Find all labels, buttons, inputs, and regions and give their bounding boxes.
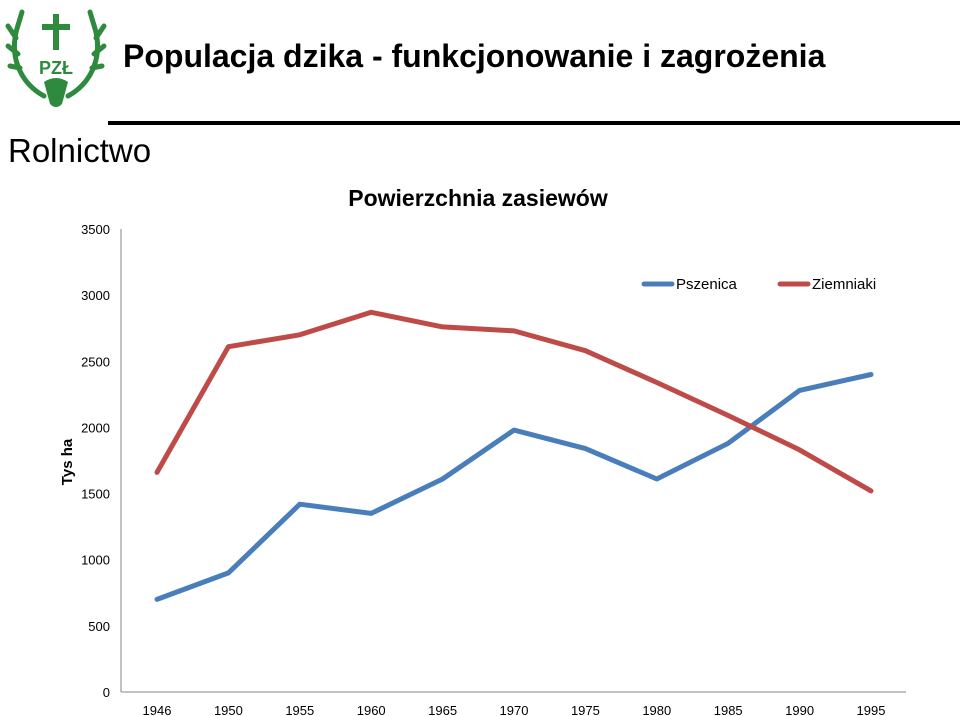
section-label: Rolnictwo [8,132,152,169]
x-tick-label: 1950 [214,703,243,716]
legend-label-ziemniaki: Ziemniaki [812,276,876,293]
y-tick-label: 0 [103,685,110,700]
y-tick-label: 3000 [81,288,110,303]
y-tick-label: 500 [88,619,110,634]
x-tick-label: 1985 [714,703,743,716]
x-tick-label: 1970 [500,703,529,716]
legend-label-pszenica: Pszenica [676,276,738,293]
pzl-logo: PZŁ [5,9,107,107]
x-tick-label: 1960 [357,703,386,716]
x-tick-label: 1990 [785,703,814,716]
series-line-pszenica [154,372,874,602]
page-title: Populacja dzika - funkcjonowanie i zagro… [123,38,826,74]
x-tick-label: 1955 [285,703,314,716]
x-tick-label: 1965 [428,703,457,716]
y-tick-label: 1000 [81,553,110,568]
y-tick-label: 3500 [81,222,110,237]
logo-text: PZŁ [39,58,73,78]
x-tick-label: 1946 [143,703,172,716]
y-tick-label: 1500 [81,487,110,502]
y-axis-label: Tys ha [59,438,76,485]
y-tick-label: 2500 [81,354,110,369]
y-tick-label: 2000 [81,420,110,435]
chart-title: Powierzchnia zasiewów [348,185,608,211]
header-divider [108,121,960,125]
x-tick-label: 1975 [571,703,600,716]
series-line-ziemniaki [154,309,874,494]
x-tick-label: 1995 [857,703,886,716]
x-tick-label: 1980 [642,703,671,716]
